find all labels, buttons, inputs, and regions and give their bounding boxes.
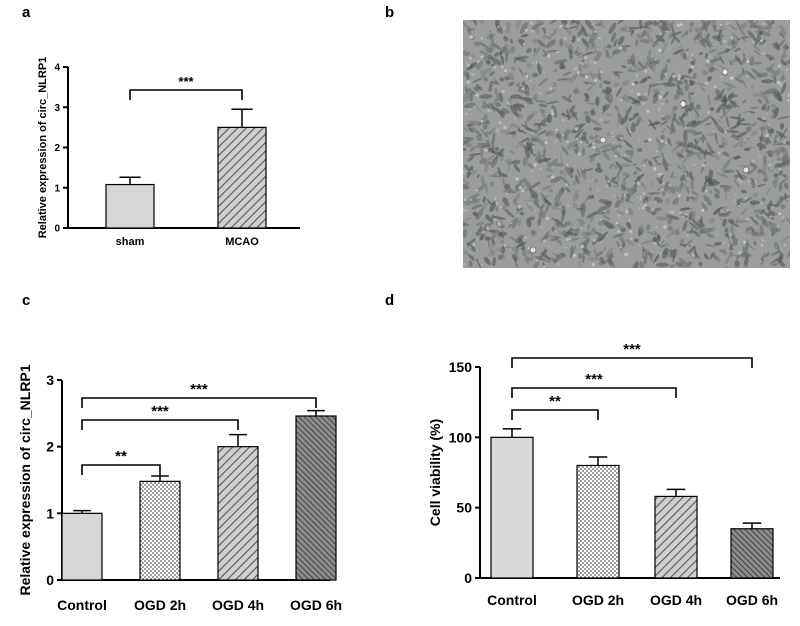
bar-ogd-2h (576, 464, 620, 579)
x-tick-label: OGD 4h (212, 597, 264, 613)
panel-label-a: a (22, 4, 31, 21)
significance-bracket (511, 357, 753, 368)
x-tick-label: OGD 2h (134, 597, 186, 613)
x-tick-label: OGD 6h (726, 592, 778, 608)
significance-label: *** (585, 371, 603, 388)
y-tick-label: 0 (54, 224, 60, 235)
x-tick-label: MCAO (225, 236, 259, 248)
y-tick-label: 0 (464, 570, 472, 586)
significance-bracket (81, 419, 239, 430)
significance-label: *** (623, 341, 641, 358)
micrograph-image (463, 20, 790, 268)
x-tick-label: OGD 2h (572, 592, 624, 608)
bar-control (61, 512, 103, 581)
x-tick-label: OGD 6h (290, 597, 342, 613)
bar-mcao (217, 126, 267, 229)
bar-ogd-2h (139, 480, 181, 581)
significance-bracket (129, 89, 243, 100)
y-tick-label: 3 (54, 103, 60, 114)
bar-ogd-4h (654, 495, 698, 579)
panel-label-d: d (385, 292, 395, 309)
y-tick-label: 1 (54, 183, 60, 194)
x-tick-label: OGD 4h (650, 592, 702, 608)
significance-label: *** (190, 381, 208, 398)
y-tick-label: 0 (46, 572, 54, 588)
significance-bracket (511, 409, 599, 420)
panel-label-c: c (22, 292, 31, 309)
y-axis-label: Relative expression of circ_NLRP1 (17, 364, 33, 595)
panel-label-b: b (385, 4, 395, 21)
y-tick-label: 3 (46, 372, 54, 388)
x-tick-label: Control (57, 597, 107, 613)
significance-bracket (511, 387, 677, 398)
significance-label: ** (549, 393, 561, 410)
y-axis-label: Relative expression of circ_NLRP1 (37, 57, 49, 239)
y-tick-label: 150 (449, 359, 473, 375)
y-tick-label: 1 (46, 505, 54, 521)
bar-ogd-6h (730, 528, 774, 579)
bar-ogd-4h (217, 446, 259, 581)
significance-bracket (81, 464, 161, 475)
y-tick-label: 2 (46, 439, 54, 455)
significance-bracket (81, 397, 317, 408)
y-tick-label: 100 (449, 429, 473, 445)
x-tick-label: Control (487, 592, 537, 608)
cell-culture-micrograph (463, 20, 790, 268)
significance-label: *** (178, 74, 194, 89)
x-tick-label: sham (116, 236, 145, 248)
bar-control (490, 436, 534, 579)
significance-label: *** (151, 403, 169, 420)
bar-sham (105, 183, 155, 229)
significance-label: ** (115, 448, 127, 465)
y-tick-label: 50 (456, 500, 472, 516)
y-tick-label: 2 (54, 143, 60, 154)
y-tick-label: 4 (54, 63, 60, 74)
y-axis-label: Cell viability (%) (427, 419, 443, 526)
bar-ogd-6h (295, 415, 337, 581)
